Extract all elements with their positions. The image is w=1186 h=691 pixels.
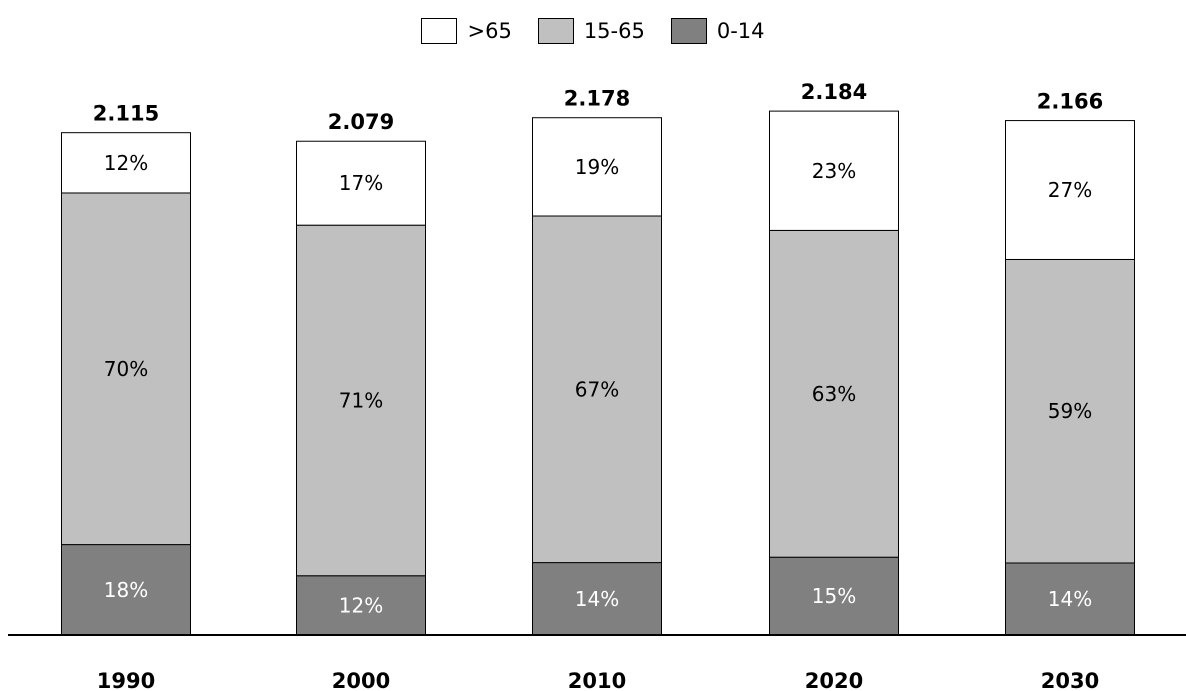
bar-segment-15-65-2000 — [296, 224, 426, 577]
legend-label-0-14: 0-14 — [716, 19, 765, 43]
bar-segment-0-14-2020 — [769, 556, 899, 636]
segment-label-15-65-2000: 71% — [339, 388, 383, 412]
segment-label-0-14-2000: 12% — [339, 593, 383, 617]
segment-label-0-14-2020: 15% — [812, 584, 856, 608]
x-tick-label-1990: 1990 — [97, 669, 155, 691]
bar-total-label-2020: 2.184 — [801, 80, 867, 104]
segment-label-over-65-2030: 27% — [1048, 178, 1092, 202]
segment-label-over-65-2000: 17% — [339, 171, 383, 195]
bar-segment-15-65-2010 — [532, 215, 662, 564]
bar-segment-over-65-2020 — [769, 110, 899, 231]
bar-segment-0-14-2010 — [532, 562, 662, 636]
legend-swatch-15-65 — [537, 18, 574, 44]
legend-item-over-65: >65 — [421, 18, 512, 44]
bar-total-label-1990: 2.115 — [93, 102, 159, 126]
bar-segment-0-14-2030 — [1005, 562, 1135, 636]
bar-segment-over-65-1990 — [61, 132, 191, 194]
bar-segment-15-65-2030 — [1005, 258, 1135, 564]
bar-total-label-2010: 2.178 — [564, 87, 630, 111]
bar-segment-15-65-2020 — [769, 229, 899, 558]
bar-segment-over-65-2000 — [296, 140, 426, 226]
legend-label-15-65: 15-65 — [583, 19, 645, 43]
legend-label-over-65: >65 — [467, 19, 512, 43]
x-tick-label-2030: 2030 — [1041, 669, 1099, 691]
segment-label-over-65-2020: 23% — [812, 159, 856, 183]
bar-segment-15-65-1990 — [61, 192, 191, 546]
segment-label-over-65-2010: 19% — [575, 155, 619, 179]
legend-swatch-over-65 — [421, 18, 458, 44]
segment-label-15-65-2020: 63% — [812, 382, 856, 406]
segment-label-15-65-1990: 70% — [104, 357, 148, 381]
bar-total-label-2000: 2.079 — [328, 110, 394, 134]
segment-label-15-65-2030: 59% — [1048, 399, 1092, 423]
bar-segment-over-65-2010 — [532, 117, 662, 217]
segment-label-0-14-1990: 18% — [104, 578, 148, 602]
x-tick-label-2000: 2000 — [332, 669, 390, 691]
legend-item-15-65: 15-65 — [537, 18, 645, 44]
segment-label-over-65-1990: 12% — [104, 151, 148, 175]
chart-legend: >65 15-65 0-14 — [0, 18, 1186, 44]
bar-segment-over-65-2030 — [1005, 120, 1135, 260]
bar-total-label-2030: 2.166 — [1037, 90, 1103, 114]
legend-item-0-14: 0-14 — [670, 18, 765, 44]
x-tick-label-2020: 2020 — [805, 669, 863, 691]
x-tick-label-2010: 2010 — [568, 669, 626, 691]
segment-label-0-14-2010: 14% — [575, 587, 619, 611]
legend-swatch-0-14 — [670, 18, 707, 44]
segment-label-0-14-2030: 14% — [1048, 587, 1092, 611]
segment-label-15-65-2010: 67% — [575, 377, 619, 401]
